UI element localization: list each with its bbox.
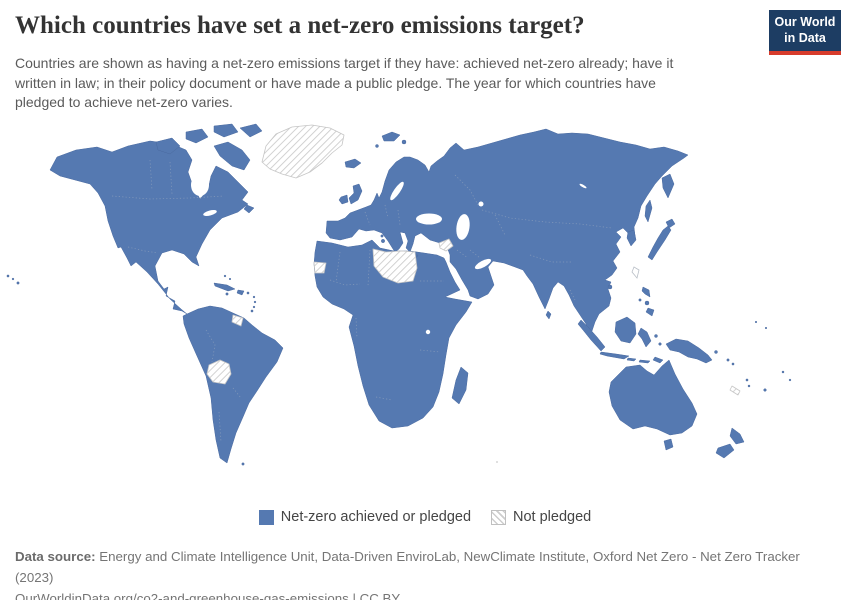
region-svalbard[interactable] <box>375 144 379 148</box>
region-new-guinea[interactable] <box>665 338 713 364</box>
region-arctic-islands[interactable] <box>213 123 239 138</box>
region-korea[interactable] <box>626 229 637 247</box>
region-newfoundland[interactable] <box>243 204 255 214</box>
chart-footer: Data source: Energy and Climate Intellig… <box>15 546 825 600</box>
region-libya-not-pledged[interactable] <box>372 248 418 284</box>
region-hawaii[interactable] <box>6 274 10 278</box>
region-united-kingdom[interactable] <box>348 183 363 205</box>
region-puerto-rico[interactable] <box>246 291 250 295</box>
region-japan[interactable] <box>647 225 672 261</box>
license-line[interactable]: OurWorldinData.org/co2-and-greenhouse-ga… <box>15 591 401 600</box>
region-pacific-islands[interactable] <box>764 326 768 330</box>
region-baffin-island[interactable] <box>213 141 251 171</box>
region-sri-lanka[interactable] <box>545 310 552 320</box>
region-sardinia[interactable] <box>381 239 385 243</box>
region-borneo[interactable] <box>614 316 637 344</box>
owid-logo-line2: in Data <box>784 31 826 45</box>
inland-waters <box>191 174 587 335</box>
region-lesser-sunda[interactable] <box>638 359 651 364</box>
region-jamaica[interactable] <box>225 292 229 296</box>
region-syria-not-pledged[interactable] <box>438 238 454 252</box>
region-hokkaido[interactable] <box>665 218 676 229</box>
region-java[interactable] <box>599 351 630 360</box>
region-ellesmere[interactable] <box>239 123 263 138</box>
page-title: Which countries have set a net-zero emis… <box>15 12 585 39</box>
owid-logo-line1: Our World <box>774 15 836 29</box>
region-sulawesi[interactable] <box>637 327 652 348</box>
region-new-britain[interactable] <box>714 350 718 354</box>
region-australia[interactable] <box>608 359 698 436</box>
region-moluccas[interactable] <box>658 342 662 346</box>
region-tonga[interactable] <box>788 378 792 382</box>
region-philippines[interactable] <box>644 300 650 306</box>
region-western-sahara-not-pledged[interactable] <box>313 261 327 274</box>
region-moluccas[interactable] <box>654 334 658 338</box>
region-fiji[interactable] <box>763 388 767 392</box>
region-lesser-sunda[interactable] <box>626 357 637 362</box>
region-bolivia-not-pledged[interactable] <box>206 359 232 385</box>
legend-item-pledged[interactable]: Net-zero achieved or pledged <box>258 509 472 525</box>
region-vanuatu[interactable] <box>745 378 749 382</box>
region-iceland[interactable] <box>344 158 362 169</box>
region-philippines[interactable] <box>645 307 655 317</box>
region-cuba[interactable] <box>213 282 236 292</box>
chart-subtitle: Countries are shown as having a net-zero… <box>15 55 674 111</box>
region-southern-islet <box>496 461 498 463</box>
region-tasmania[interactable] <box>663 438 674 451</box>
data-source-label: Data source: <box>15 549 96 564</box>
region-corsica[interactable] <box>380 234 384 238</box>
region-kamchatka[interactable] <box>661 173 675 199</box>
region-svalbard[interactable] <box>401 139 407 145</box>
region-hainan[interactable] <box>607 284 613 290</box>
region-suriname-not-pledged[interactable] <box>231 314 244 327</box>
region-timor[interactable] <box>652 356 664 364</box>
region-solomons[interactable] <box>726 358 730 362</box>
region-arctic-islands[interactable] <box>155 137 181 155</box>
legend-item-not-pledged[interactable]: Not pledged <box>491 509 591 525</box>
region-samoa[interactable] <box>781 370 785 374</box>
data-source-text: Energy and Climate Intelligence Unit, Da… <box>15 549 800 585</box>
region-hawaii[interactable] <box>11 277 15 281</box>
region-lesser-antilles[interactable] <box>252 295 256 299</box>
region-philippines[interactable] <box>641 286 651 298</box>
region-taiwan-no-data[interactable] <box>631 266 640 279</box>
region-trinidad[interactable] <box>250 309 254 313</box>
region-hispaniola[interactable] <box>236 289 245 296</box>
region-north-america[interactable] <box>49 140 249 315</box>
region-hawaii[interactable] <box>16 281 20 285</box>
region-svalbard[interactable] <box>381 131 401 142</box>
map-legend: Net-zero achieved or pledged Not pledged <box>0 509 850 525</box>
region-greenland-not-pledged[interactable] <box>261 124 345 179</box>
region-lesser-antilles[interactable] <box>253 300 257 304</box>
legend-label-pledged: Net-zero achieved or pledged <box>280 509 472 525</box>
region-eurasia[interactable] <box>325 128 689 338</box>
region-bahamas[interactable] <box>223 274 227 278</box>
region-lesser-antilles[interactable] <box>252 305 256 309</box>
region-solomons[interactable] <box>731 362 735 366</box>
region-pacific-islands[interactable] <box>754 320 758 324</box>
owid-logo[interactable]: Our World in Data <box>769 10 841 55</box>
region-south-america[interactable] <box>182 305 284 464</box>
data-source-line: Data source: Energy and Climate Intellig… <box>15 546 825 588</box>
region-falkland-islands[interactable] <box>241 462 245 466</box>
region-philippines[interactable] <box>638 298 642 302</box>
country-borders <box>111 159 613 443</box>
region-sakhalin[interactable] <box>644 199 653 223</box>
region-new-zealand-north[interactable] <box>729 427 745 445</box>
region-bahamas[interactable] <box>228 277 232 281</box>
region-madagascar[interactable] <box>451 366 469 405</box>
region-sumatra[interactable] <box>577 319 606 352</box>
legend-swatch-pledged <box>258 509 274 525</box>
region-arctic-islands[interactable] <box>185 128 209 144</box>
region-vanuatu[interactable] <box>747 384 751 388</box>
legend-swatch-not-pledged <box>491 509 507 525</box>
region-new-zealand-south[interactable] <box>715 443 735 459</box>
region-ireland[interactable] <box>338 194 349 205</box>
region-new-caledonia-not-pledged[interactable] <box>729 385 741 396</box>
legend-label-not-pledged: Not pledged <box>513 509 592 525</box>
